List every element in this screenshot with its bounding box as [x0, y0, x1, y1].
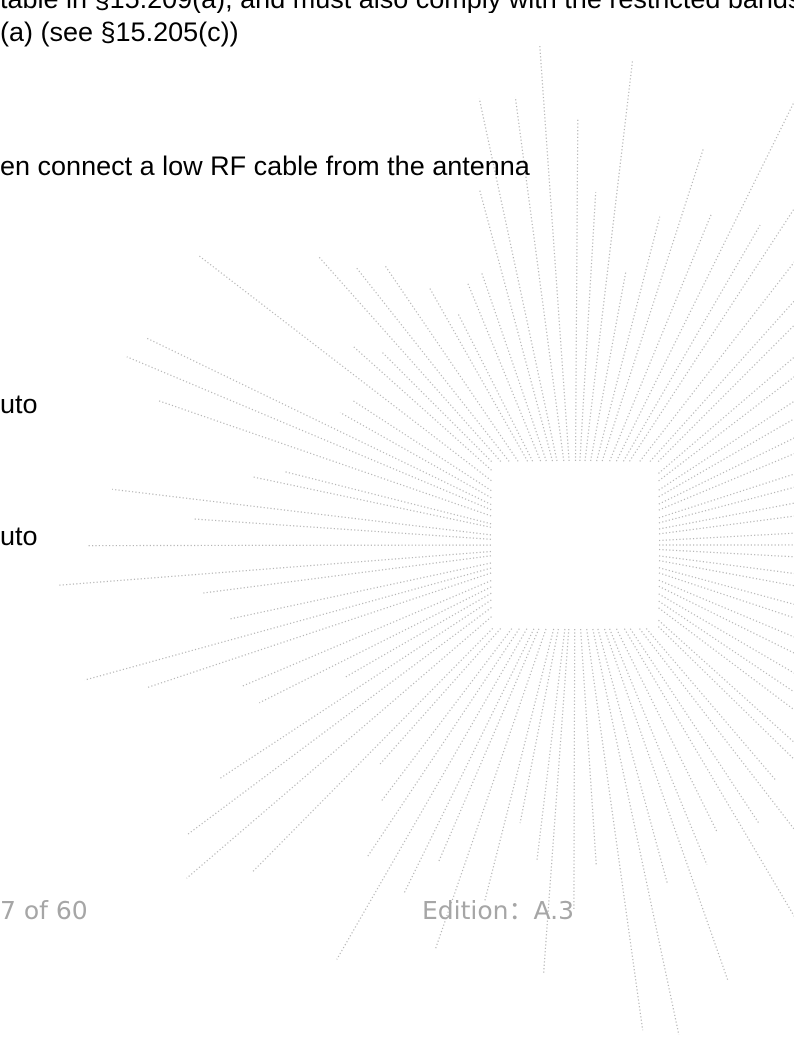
watermark-ray	[352, 345, 492, 471]
page-number: 7 of 60	[0, 896, 88, 925]
watermark-ray	[385, 265, 519, 462]
watermark-ray	[584, 59, 634, 462]
watermark-ray	[580, 628, 597, 866]
watermark-ray	[203, 555, 492, 594]
watermark-ray	[603, 628, 729, 981]
watermark-ray	[218, 599, 492, 780]
watermark-ray	[112, 488, 492, 536]
watermark-ray	[367, 628, 520, 857]
watermark-ray	[478, 98, 558, 462]
watermark-ray	[356, 267, 510, 462]
watermark-ray	[58, 550, 492, 586]
text-line-rf-cable: en connect a low RF cable from the anten…	[0, 151, 530, 181]
watermark-ray	[434, 628, 547, 950]
watermark-ray	[609, 628, 708, 866]
watermark-ray	[519, 628, 559, 824]
watermark-ray	[574, 118, 579, 462]
watermark-ray	[657, 626, 794, 760]
text-line-auto-2: uto	[0, 521, 38, 551]
text-line-see-section: (a) (see §15.205(c))	[0, 17, 239, 47]
watermark-ray	[484, 628, 555, 902]
watermark-ray	[658, 486, 794, 524]
watermark-ray	[84, 567, 492, 681]
watermark-ray	[317, 255, 502, 462]
watermark-ray	[629, 628, 760, 824]
watermark-ray	[597, 628, 668, 884]
watermark-ray	[539, 44, 570, 462]
watermark-ray	[658, 593, 794, 674]
cropped-text-line: table in §15.209(a), and must also compl…	[0, 0, 794, 13]
edition-label: Edition：A.3	[422, 896, 575, 925]
watermark-ray	[438, 628, 540, 862]
watermark-ray	[658, 453, 794, 511]
watermark-ray	[658, 560, 794, 587]
watermark-ray	[343, 592, 492, 679]
watermark-ray	[381, 351, 493, 463]
watermark-ray	[609, 213, 712, 462]
watermark-ray	[649, 300, 794, 462]
watermark-ray	[615, 628, 718, 833]
watermark-ray	[658, 418, 794, 498]
watermark-ray	[352, 399, 492, 492]
watermark-ray	[187, 607, 492, 835]
watermark-ray	[479, 189, 554, 462]
watermark-ray	[480, 272, 547, 462]
watermark-ray	[146, 572, 492, 689]
watermark-ray	[639, 261, 794, 462]
watermark-ray	[157, 399, 492, 517]
watermark-ray	[590, 271, 627, 462]
watermark-ray	[658, 473, 794, 519]
watermark-ray	[253, 476, 492, 528]
watermark-ray	[467, 283, 542, 462]
watermark-ray	[592, 628, 680, 1036]
watermark-ray	[88, 544, 492, 547]
watermark-ray	[197, 254, 492, 482]
watermark-ray	[645, 628, 777, 781]
watermark-ray	[658, 600, 794, 693]
watermark-ray	[259, 586, 492, 704]
watermark-ray	[658, 572, 794, 619]
watermark-ray	[457, 312, 534, 462]
watermark-ray	[658, 356, 794, 474]
watermark-ray	[146, 337, 492, 506]
watermark-ray	[596, 216, 661, 462]
watermark-ray	[241, 580, 492, 688]
watermark-ray	[658, 585, 794, 654]
watermark-ray	[622, 224, 761, 462]
watermark-ray	[658, 548, 794, 558]
watermark-ray	[283, 470, 492, 525]
watermark-ray	[658, 579, 794, 638]
watermark-ray	[186, 616, 492, 879]
watermark-ray	[623, 628, 794, 918]
watermark-ray	[229, 562, 492, 620]
watermark-ray	[615, 100, 794, 462]
watermark-ray	[658, 555, 794, 575]
watermark-ray	[628, 207, 794, 462]
watermark-ray	[336, 628, 528, 960]
watermark-ray	[380, 628, 513, 802]
watermark-ray	[658, 437, 794, 505]
watermark-ray	[536, 628, 566, 861]
watermark-ray	[514, 96, 565, 462]
watermark-ray	[573, 628, 576, 910]
watermark-ray	[126, 356, 492, 511]
watermark-ray	[601, 148, 704, 462]
watermark-ray	[658, 376, 794, 482]
watermark-ray	[658, 567, 794, 605]
watermark-ray	[658, 607, 794, 710]
watermark-ray	[586, 628, 644, 1031]
text-line-auto-1: uto	[0, 389, 38, 419]
watermark-ray	[251, 627, 494, 873]
watermark-ray	[658, 515, 794, 535]
watermark-ray	[657, 324, 794, 463]
watermark-ray	[579, 192, 597, 462]
watermark-ray	[428, 287, 529, 462]
watermark-ray	[639, 628, 794, 830]
